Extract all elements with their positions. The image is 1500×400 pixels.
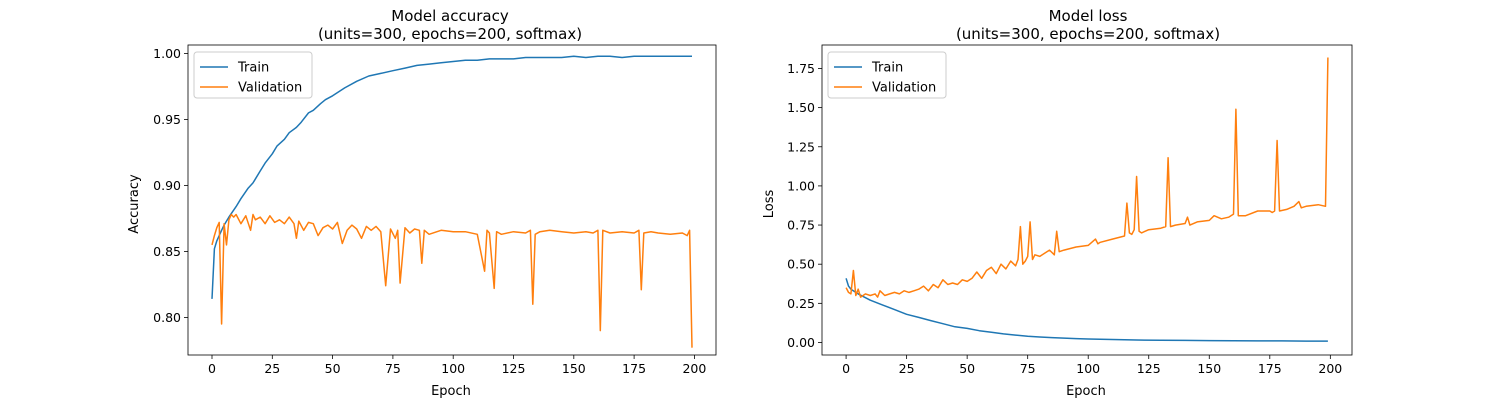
- loss-chart-title-line2: (units=300, epochs=200, softmax): [956, 25, 1220, 43]
- accuracy-x-tick-label: 0: [208, 361, 216, 376]
- loss-legend-label-validation: Validation: [872, 81, 936, 96]
- accuracy-y-tick-label: 0.95: [153, 112, 181, 127]
- loss-y-axis-label: Loss: [762, 190, 777, 219]
- accuracy-plot-frame: [187, 44, 717, 356]
- loss-legend-label-train: Train: [871, 61, 903, 76]
- loss-chart-title-line1: Model loss: [1049, 7, 1128, 25]
- loss-y-tick-label: 0.75: [787, 218, 815, 233]
- loss-x-tick-label: 25: [899, 361, 915, 376]
- accuracy-x-tick-label: 25: [264, 361, 280, 376]
- loss-legend: Train Validation: [827, 51, 947, 99]
- loss-y-tick-label: 0.50: [787, 257, 815, 272]
- accuracy-series-train-line: [211, 55, 692, 299]
- accuracy-legend-label-train: Train: [237, 61, 269, 76]
- accuracy-x-tick-label: 175: [622, 361, 646, 376]
- loss-x-tick-label: 125: [1137, 361, 1161, 376]
- accuracy-x-tick-label: 50: [325, 361, 341, 376]
- accuracy-x-tick-label: 200: [682, 361, 706, 376]
- accuracy-x-tick-label: 75: [385, 361, 401, 376]
- accuracy-chart-title-line2: (units=300, epochs=200, softmax): [318, 25, 582, 43]
- accuracy-x-tick-label: 150: [562, 361, 586, 376]
- loss-series-validation-line: [845, 57, 1329, 298]
- loss-plot-frame: [821, 44, 1353, 356]
- loss-x-tick-label: 75: [1020, 361, 1036, 376]
- loss-x-axis-label: Epoch: [1066, 384, 1106, 399]
- accuracy-y-axis-label: Accuracy: [127, 174, 142, 234]
- accuracy-y-tick-label: 0.90: [153, 178, 181, 193]
- loss-x-tick-label: 150: [1197, 361, 1221, 376]
- loss-y-tick-label: 1.25: [787, 139, 815, 154]
- loss-y-tick-label: 1.00: [787, 178, 815, 193]
- loss-y-tick-label: 1.75: [787, 61, 815, 76]
- loss-x-tick-label: 50: [959, 361, 975, 376]
- loss-y-tick-label: 0.00: [787, 335, 815, 350]
- loss-y-tick-label: 0.25: [787, 296, 815, 311]
- loss-series-train-line: [845, 278, 1328, 342]
- accuracy-legend: Train Validation: [193, 51, 313, 99]
- accuracy-chart: Model accuracy (units=300, epochs=200, s…: [127, 7, 717, 399]
- loss-x-tick-label: 100: [1076, 361, 1100, 376]
- loss-x-tick-label: 175: [1258, 361, 1282, 376]
- accuracy-chart-title-line1: Model accuracy: [391, 7, 509, 25]
- accuracy-x-tick-label: 125: [502, 361, 526, 376]
- accuracy-y-tick-label: 0.85: [153, 244, 181, 259]
- accuracy-y-tick-label: 0.80: [153, 310, 181, 325]
- accuracy-x-tick-label: 100: [441, 361, 465, 376]
- loss-y-tick-label: 1.50: [787, 100, 815, 115]
- accuracy-series-validation-line: [211, 213, 693, 348]
- accuracy-legend-label-validation: Validation: [238, 81, 302, 96]
- loss-chart: Model loss (units=300, epochs=200, softm…: [762, 7, 1353, 399]
- loss-x-tick-label: 0: [842, 361, 850, 376]
- accuracy-x-axis-label: Epoch: [431, 384, 471, 399]
- accuracy-y-tick-label: 1.00: [153, 46, 181, 61]
- loss-x-tick-label: 200: [1318, 361, 1342, 376]
